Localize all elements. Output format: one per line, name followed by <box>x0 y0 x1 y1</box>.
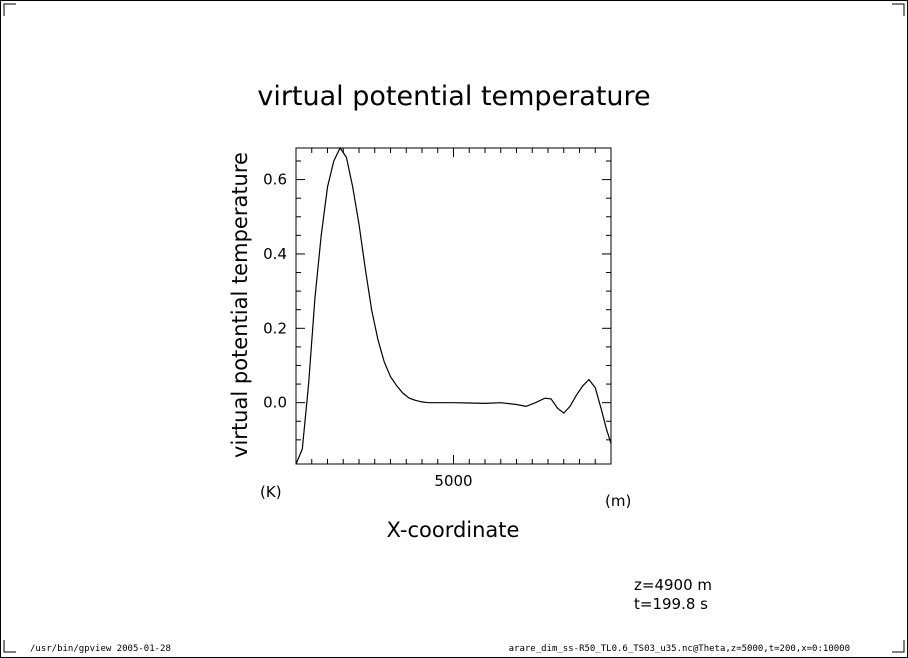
x-axis-ticks <box>311 148 596 464</box>
corner-marks <box>3 3 905 653</box>
x-tick-label: 5000 <box>434 472 472 490</box>
y-tick-label: 0.2 <box>263 319 287 337</box>
x-axis-label: X-coordinate <box>387 518 520 542</box>
y-tick-label: 0.4 <box>263 245 287 263</box>
x-axis-unit: (m) <box>605 492 631 510</box>
y-axis-label: virtual potential temperature <box>228 152 252 458</box>
series-line <box>295 146 612 465</box>
t-annotation: t=199.8 s <box>634 595 708 613</box>
footer-left: /usr/bin/gpview 2005-01-28 <box>30 644 171 654</box>
y-axis-unit: (K) <box>260 483 282 501</box>
y-tick-label: 0.6 <box>263 171 287 189</box>
footer-right: arare_dim_ss-R50_TL0.6_TS03_u35.nc@Theta… <box>509 644 850 654</box>
y-axis-ticks <box>296 160 611 441</box>
y-axis-tick-labels: 0.0 0.2 0.4 0.6 <box>263 171 287 412</box>
z-annotation: z=4900 m <box>634 576 712 594</box>
plot-area <box>295 147 612 465</box>
y-tick-label: 0.0 <box>263 394 287 412</box>
chart-title: virtual potential temperature <box>257 81 650 112</box>
x-axis-tick-labels: 5000 <box>434 472 472 490</box>
